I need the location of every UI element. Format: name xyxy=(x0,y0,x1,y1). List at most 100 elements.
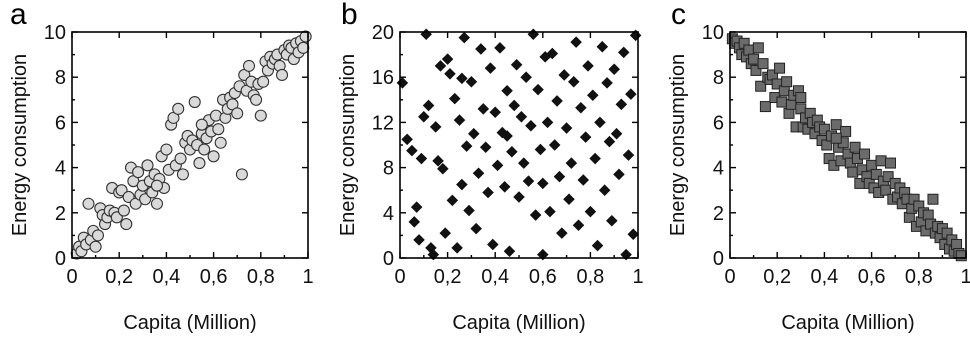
data-point xyxy=(821,139,833,151)
y-tick-label: 16 xyxy=(372,67,394,89)
data-point xyxy=(413,234,425,246)
data-point xyxy=(212,123,225,136)
data-point xyxy=(456,178,468,191)
data-point xyxy=(884,157,896,169)
x-tick-label: 0,2 xyxy=(105,266,133,288)
data-point xyxy=(489,106,501,118)
data-point xyxy=(444,68,456,80)
y-tick-label: 6 xyxy=(55,112,66,134)
data-point xyxy=(117,204,130,217)
data-point xyxy=(743,44,755,56)
data-point xyxy=(231,107,244,120)
data-point xyxy=(927,193,939,205)
data-point xyxy=(548,139,561,151)
data-point xyxy=(625,88,637,100)
y-tick-label: 20 xyxy=(372,22,394,44)
data-point xyxy=(188,96,201,109)
data-point xyxy=(818,123,830,135)
data-point xyxy=(396,77,409,89)
data-point xyxy=(610,127,623,140)
y-tick-label: 8 xyxy=(55,67,66,89)
data-point xyxy=(446,194,459,207)
data-point xyxy=(207,150,220,163)
data-point xyxy=(587,89,599,102)
data-point xyxy=(174,152,187,165)
data-point xyxy=(589,152,601,165)
data-point xyxy=(783,107,795,119)
y-tick-label: 4 xyxy=(713,158,724,180)
data-point xyxy=(513,191,525,203)
x-axis-label: Capita (Million) xyxy=(781,312,914,334)
data-point xyxy=(880,184,892,196)
data-point xyxy=(537,177,549,190)
data-point xyxy=(82,197,95,210)
y-tick-label: 0 xyxy=(55,248,66,270)
data-point xyxy=(565,157,578,169)
x-axis-label: Capita (Million) xyxy=(452,312,585,334)
data-point xyxy=(297,41,310,54)
data-point xyxy=(503,245,516,257)
data-point xyxy=(560,122,573,134)
data-point xyxy=(847,166,859,178)
data-point xyxy=(556,227,568,239)
data-point xyxy=(448,92,461,105)
data-point xyxy=(882,171,894,183)
x-tick-label: 0,6 xyxy=(858,266,886,288)
data-point xyxy=(577,174,590,186)
data-point xyxy=(527,28,540,41)
data-point xyxy=(441,53,454,65)
data-point xyxy=(534,143,547,156)
data-point xyxy=(172,102,185,115)
data-point xyxy=(596,40,609,53)
data-point xyxy=(195,118,208,131)
data-point xyxy=(415,152,428,165)
data-point xyxy=(482,186,494,199)
data-point xyxy=(242,59,256,72)
data-point xyxy=(498,181,511,193)
y-tick-label: 4 xyxy=(55,158,66,180)
data-point xyxy=(517,157,530,169)
data-point xyxy=(546,47,559,60)
data-point xyxy=(235,168,248,181)
data-point xyxy=(622,149,635,161)
data-point xyxy=(563,193,575,206)
data-point xyxy=(617,46,630,59)
data-point xyxy=(759,101,771,113)
y-tick-label: 12 xyxy=(372,112,394,134)
x-tick-label: 1 xyxy=(632,266,643,288)
data-point xyxy=(250,93,263,106)
x-tick-label: 1 xyxy=(960,266,970,288)
data-point xyxy=(875,155,887,167)
data-point xyxy=(532,83,544,96)
data-point xyxy=(553,170,566,183)
x-tick-label: 0,6 xyxy=(529,266,557,288)
data-point xyxy=(778,85,790,97)
x-tick-label: 0 xyxy=(724,266,735,288)
data-point xyxy=(470,222,482,235)
data-point xyxy=(598,184,611,196)
panel-letter: b xyxy=(341,0,358,31)
data-point xyxy=(575,101,587,114)
x-tick-label: 0,2 xyxy=(763,266,791,288)
data-point xyxy=(484,62,497,74)
data-point xyxy=(460,140,473,152)
data-point xyxy=(795,92,807,104)
data-points xyxy=(726,33,967,262)
data-point xyxy=(434,60,447,72)
data-point xyxy=(198,143,211,156)
data-point xyxy=(951,238,963,250)
x-axis-label: Capita (Million) xyxy=(123,312,256,334)
data-point xyxy=(603,135,616,148)
data-point xyxy=(160,143,173,156)
x-tick-label: 0,2 xyxy=(434,266,462,288)
panel-letter: c xyxy=(671,0,686,31)
data-point xyxy=(468,127,480,140)
data-point xyxy=(408,216,421,228)
data-point xyxy=(522,175,535,187)
data-point xyxy=(570,36,582,48)
data-point xyxy=(752,42,764,54)
data-point xyxy=(176,168,189,181)
data-point xyxy=(406,144,418,157)
